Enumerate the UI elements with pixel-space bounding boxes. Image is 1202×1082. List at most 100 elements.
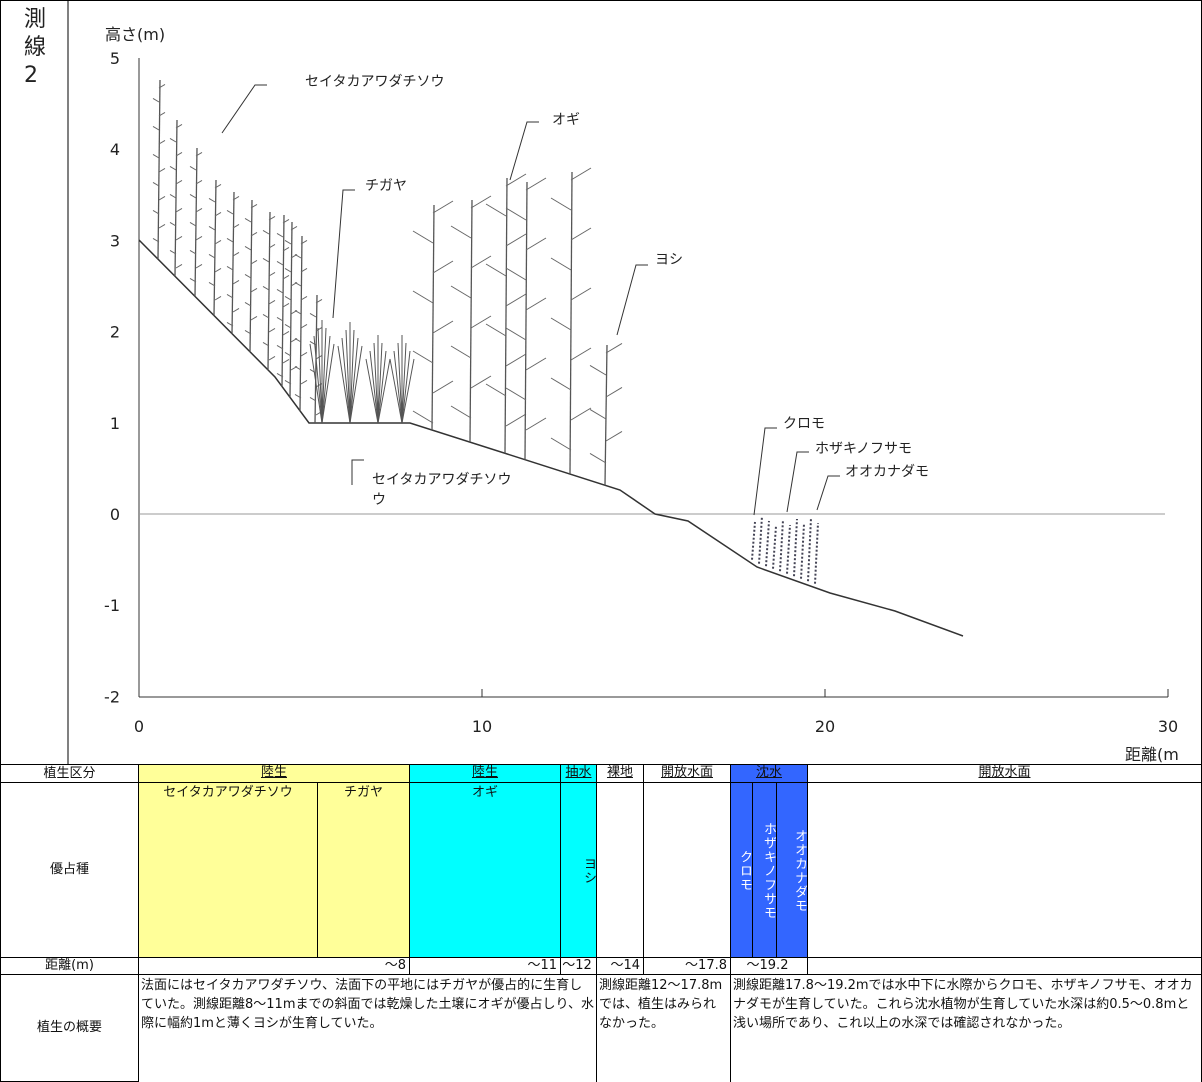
plant-label: ヨシ xyxy=(655,252,683,268)
submerged-plant xyxy=(772,525,777,569)
cogongrass xyxy=(365,358,379,424)
goldenrod-leaf xyxy=(214,267,222,273)
cogongrass xyxy=(377,342,383,424)
goldenrod-leaf xyxy=(294,281,302,287)
goldenrod-leaf xyxy=(268,327,276,333)
goldenrod-leaf xyxy=(284,379,292,385)
goldenrod xyxy=(213,179,217,316)
ogi-leaf xyxy=(550,317,572,331)
ogi-leaf xyxy=(485,263,507,277)
ogi-leaf xyxy=(485,203,507,217)
ogi-leaf xyxy=(485,383,507,397)
ogi-leaf xyxy=(505,353,527,367)
goldenrod-leaf xyxy=(232,307,240,313)
goldenrod-leaf xyxy=(175,207,183,213)
table-cell: ～8 xyxy=(139,958,410,975)
cogongrass xyxy=(337,345,351,424)
reed-leaf xyxy=(589,452,607,464)
y-tick-label: 4 xyxy=(110,140,120,159)
x-tick-label: 30 xyxy=(1158,717,1178,736)
submerged-plant xyxy=(751,521,756,560)
goldenrod-leaf xyxy=(158,167,166,173)
table-cell: 抽水 xyxy=(561,765,597,783)
ogi-leaf xyxy=(570,407,592,421)
goldenrod-leaf xyxy=(276,316,284,322)
goldenrod-leaf xyxy=(244,301,252,307)
goldenrod-leaf xyxy=(268,215,276,221)
ogi-leaf xyxy=(550,197,572,211)
submerged-plant xyxy=(793,518,798,577)
submerged-plant xyxy=(765,520,770,567)
goldenrod-leaf xyxy=(214,183,222,189)
table-cell: ～14 xyxy=(597,958,644,975)
goldenrod-leaf xyxy=(309,396,317,402)
goldenrod-leaf xyxy=(300,267,308,273)
ogi-leaf xyxy=(470,255,492,269)
ogi-leaf xyxy=(412,350,434,364)
table-cell: 優占種 xyxy=(0,783,139,958)
goldenrod-leaf xyxy=(268,299,276,305)
table-cell: 開放水面 xyxy=(808,765,1202,783)
reed xyxy=(604,344,608,486)
goldenrod-leaf xyxy=(189,277,197,283)
ogi-leaf xyxy=(525,237,547,251)
ogi-leaf xyxy=(550,377,572,391)
table-cell: ～17.8 xyxy=(644,958,731,975)
x-axis-label: 距離(m xyxy=(1125,745,1179,764)
goldenrod-leaf xyxy=(195,263,203,269)
y-tick-label: -1 xyxy=(104,596,120,615)
ogi xyxy=(524,181,528,460)
x-tick-label: 10 xyxy=(472,717,492,736)
ogi-leaf xyxy=(550,257,572,271)
plant-label: ウ xyxy=(372,492,386,508)
goldenrod-leaf xyxy=(226,237,234,243)
table-cell: チガヤ xyxy=(318,783,410,958)
cogongrass xyxy=(317,327,323,424)
goldenrod-leaf xyxy=(276,344,284,350)
goldenrod-leaf xyxy=(294,393,302,399)
goldenrod-leaf xyxy=(189,249,197,255)
ogi-leaf xyxy=(450,285,472,299)
table-cell: オギ xyxy=(410,783,561,958)
reed-leaf xyxy=(589,364,607,376)
goldenrod-leaf xyxy=(208,225,216,231)
ogi xyxy=(569,171,573,475)
ogi-leaf xyxy=(570,287,592,301)
plant-label: ホザキノフサモ xyxy=(815,441,912,457)
ogi-leaf xyxy=(525,357,547,371)
goldenrod xyxy=(299,235,303,411)
cogongrass xyxy=(369,350,379,424)
goldenrod xyxy=(194,147,198,297)
y-tick-label: 3 xyxy=(110,231,120,250)
plant-label: クロモ xyxy=(783,416,825,432)
goldenrod-leaf xyxy=(294,253,302,259)
x-tick-label: 20 xyxy=(815,717,835,736)
goldenrod-leaf xyxy=(189,193,197,199)
table-cell: ～19.2 xyxy=(731,958,808,975)
goldenrod-leaf xyxy=(284,267,292,273)
goldenrod-leaf xyxy=(244,217,252,223)
cogongrass xyxy=(349,337,359,424)
goldenrod-leaf xyxy=(195,179,203,185)
y-tick-label: 5 xyxy=(110,49,120,68)
goldenrod-leaf xyxy=(158,111,166,117)
goldenrod-leaf xyxy=(276,232,284,238)
ogi-leaf xyxy=(412,230,434,244)
y-tick-label: 2 xyxy=(110,323,120,342)
goldenrod-leaf xyxy=(294,309,302,315)
table-cell: ～12 xyxy=(561,958,597,975)
goldenrod-leaf xyxy=(195,151,203,157)
table-cell: 開放水面 xyxy=(644,765,731,783)
cogongrass xyxy=(313,335,323,424)
ogi-leaf xyxy=(505,387,527,401)
ogi xyxy=(431,204,435,431)
submerged-plant xyxy=(800,523,805,579)
table-cell: ～11 xyxy=(410,958,561,975)
y-tick-label: 1 xyxy=(110,414,120,433)
ogi-leaf xyxy=(450,225,472,239)
cogongrass xyxy=(389,358,403,424)
goldenrod-leaf xyxy=(195,207,203,213)
goldenrod-leaf xyxy=(294,337,302,343)
goldenrod-leaf xyxy=(226,293,234,299)
